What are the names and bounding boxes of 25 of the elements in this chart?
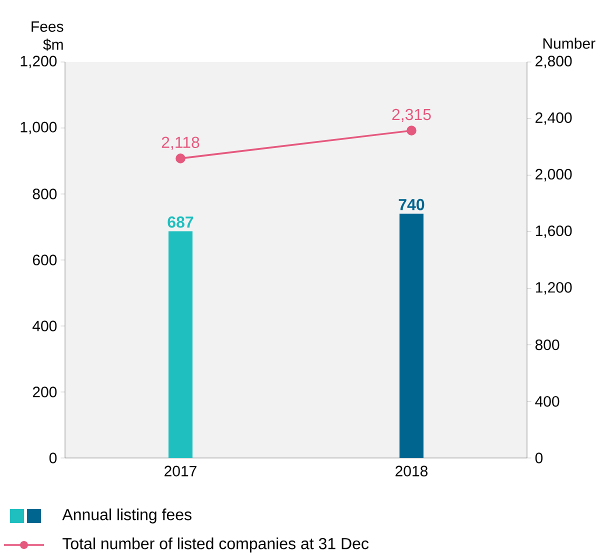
x-tick-label: 2017 bbox=[164, 466, 196, 476]
y-tick-label: 1,200 bbox=[20, 56, 57, 68]
y2-tick-label: 0 bbox=[535, 452, 543, 464]
y2-tick-label: 2,400 bbox=[536, 112, 572, 125]
y-tick-label: 400 bbox=[32, 320, 57, 332]
x-tick-label: 2018 bbox=[396, 466, 428, 476]
y-tick-label: 0 bbox=[49, 452, 57, 464]
data-label: 2,315 bbox=[392, 108, 431, 122]
data-label: 740 bbox=[398, 198, 424, 210]
y-tick-label: 1,000 bbox=[20, 122, 57, 134]
data-label: 687 bbox=[168, 216, 194, 228]
y2-tick-label: 2,000 bbox=[536, 168, 572, 182]
y2-tick-label: 1,200 bbox=[536, 282, 572, 294]
y2-axis-title: Number bbox=[543, 38, 596, 49]
legend-label: Annual listing fees bbox=[62, 508, 192, 524]
y-tick-label: 600 bbox=[32, 254, 57, 266]
y2-tick-label: 400 bbox=[535, 396, 560, 407]
y-tick-label: 200 bbox=[32, 386, 57, 398]
y2-tick-label: 2,800 bbox=[536, 56, 572, 68]
y2-tick-label: 1,600 bbox=[536, 226, 572, 238]
legend-label: Total number of listed companies at 31 Dec bbox=[62, 538, 369, 552]
data-label: 2,118 bbox=[162, 136, 200, 150]
y2-tick-label: 800 bbox=[535, 340, 560, 350]
y-axis-title: Fees $m bbox=[32, 21, 64, 51]
y-tick-label: 800 bbox=[32, 188, 57, 200]
